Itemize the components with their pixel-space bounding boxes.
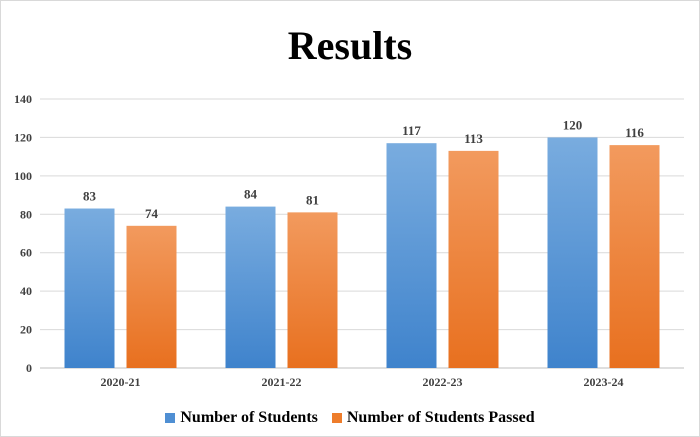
data-label: 113 bbox=[464, 131, 483, 146]
y-tick-label: 40 bbox=[20, 284, 32, 298]
bar bbox=[126, 225, 177, 368]
x-tick-label: 2022-23 bbox=[423, 375, 463, 389]
data-label: 117 bbox=[402, 123, 421, 138]
data-label: 81 bbox=[306, 192, 319, 207]
x-tick-label: 2023-24 bbox=[584, 375, 624, 389]
data-label: 84 bbox=[244, 187, 258, 202]
data-label: 120 bbox=[563, 117, 583, 132]
y-tick-label: 120 bbox=[14, 130, 32, 144]
legend-item: Number of Students bbox=[165, 409, 318, 427]
data-label: 83 bbox=[83, 189, 97, 204]
bar bbox=[448, 150, 499, 368]
legend-swatch bbox=[165, 413, 176, 423]
legend-label: Number of Students Passed bbox=[346, 409, 535, 426]
y-tick-label: 0 bbox=[26, 361, 32, 375]
legend-item: Number of Students Passed bbox=[331, 409, 535, 427]
x-tick-label: 2021-22 bbox=[262, 375, 302, 389]
y-tick-label: 100 bbox=[14, 169, 32, 183]
chart-title: Results bbox=[287, 23, 413, 68]
legend-label: Number of Students bbox=[180, 409, 318, 426]
bar bbox=[386, 143, 437, 368]
y-tick-label: 140 bbox=[14, 92, 32, 106]
y-tick-label: 60 bbox=[20, 246, 32, 260]
data-label: 74 bbox=[145, 206, 159, 221]
bar bbox=[225, 206, 276, 368]
legend: Number of Students Number of Students Pas… bbox=[0, 409, 700, 427]
data-label: 116 bbox=[625, 125, 644, 140]
bar bbox=[609, 145, 660, 368]
bar bbox=[64, 208, 115, 368]
bar bbox=[547, 137, 598, 368]
y-tick-label: 80 bbox=[20, 207, 32, 221]
legend-swatch bbox=[331, 413, 342, 423]
x-tick-label: 2020-21 bbox=[101, 375, 141, 389]
y-tick-label: 20 bbox=[20, 323, 32, 337]
bar bbox=[287, 212, 338, 368]
